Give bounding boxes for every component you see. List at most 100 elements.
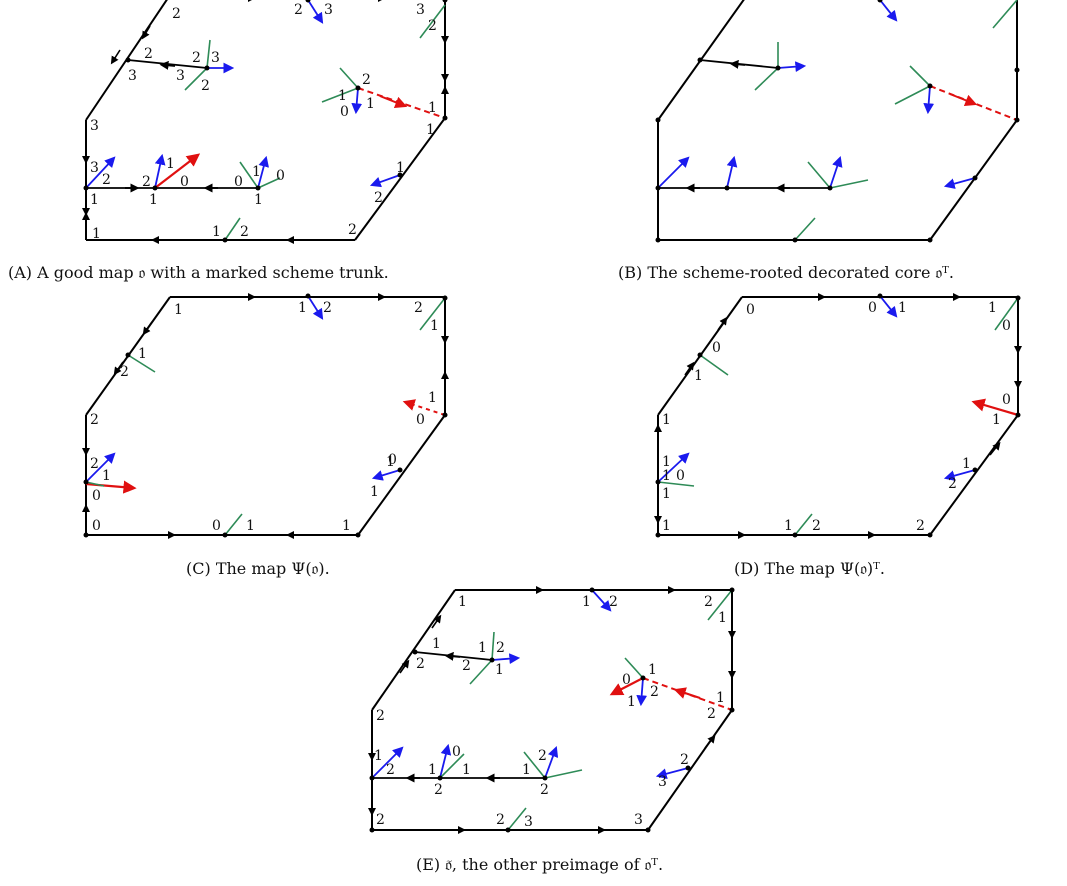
panel-c-red <box>85 399 446 494</box>
label: 1 <box>396 160 405 176</box>
label: 1 <box>784 518 793 534</box>
panel-c: 1 1 2 2 1 1 2 1 0 2 2 1 0 0 1 0 1 0 0 1 … <box>0 0 449 578</box>
label: 2 <box>680 752 689 768</box>
label: 1 <box>458 594 467 610</box>
label: 1 <box>495 662 504 678</box>
label: 1 <box>246 518 255 534</box>
panel-a: 2 2 3 3 2 2 3 3 2 3 2 1 0 1 2 1 3 3 2 1 … <box>8 0 449 282</box>
label: 1 <box>426 122 435 138</box>
panel-b-blue-stems <box>657 0 976 189</box>
label: 0 <box>212 518 221 534</box>
panel-c-green <box>85 297 446 536</box>
label: 1 <box>988 300 997 316</box>
label: 3 <box>90 160 99 176</box>
label: 2 <box>386 762 395 778</box>
label: 2 <box>192 50 201 66</box>
label: 2 <box>540 782 549 798</box>
label: 2 <box>376 812 385 828</box>
label: 3 <box>634 812 643 828</box>
label: 1 <box>662 412 671 428</box>
label: 2 <box>294 2 303 18</box>
panel-b-nodes <box>655 0 1020 243</box>
label: 2 <box>90 456 99 472</box>
panel-c-blue-stems <box>85 295 401 483</box>
panel-d-labels: 0 0 1 1 0 0 1 0 0 1 1 1 1 0 1 1 2 1 1 2 … <box>0 0 1011 534</box>
label: 1 <box>370 484 379 500</box>
label: 1 <box>212 224 221 240</box>
label: 1 <box>298 300 307 316</box>
label: 2 <box>812 518 821 534</box>
label: 2 <box>496 812 505 828</box>
label: 2 <box>201 78 210 94</box>
label: 2 <box>609 594 618 610</box>
label: 0 <box>180 174 189 190</box>
panel-e-red <box>609 677 733 711</box>
label: 0 <box>388 452 397 468</box>
panel-b: (B) The scheme-rooted decorated core 𝔬ᵀ. <box>618 0 1020 282</box>
label: 2 <box>916 518 925 534</box>
label: 2 <box>172 6 181 22</box>
label: 1 <box>432 636 441 652</box>
panel-a-blue-stems <box>85 0 401 189</box>
panel-e-blue-stems <box>371 589 689 779</box>
label: 1 <box>138 346 147 362</box>
label: 1 <box>174 302 183 318</box>
label: 3 <box>176 68 185 84</box>
label: 0 <box>676 468 685 484</box>
label: 1 <box>962 456 971 472</box>
panel-d-outline <box>657 296 1019 536</box>
label: 2 <box>538 748 547 764</box>
label: 1 <box>898 300 907 316</box>
label: 0 <box>234 174 243 190</box>
label: 3 <box>90 118 99 134</box>
label: 1 <box>694 368 703 384</box>
label: 1 <box>92 226 101 242</box>
panel-d-green <box>657 297 1019 536</box>
panel-e-labels: 1 1 2 2 1 1 2 1 2 1 2 1 1 0 1 2 1 2 2 1 … <box>0 0 727 830</box>
label: 2 <box>374 190 383 206</box>
label: 2 <box>650 684 659 700</box>
panel-b-outline <box>657 0 1018 241</box>
panel-e-outline <box>371 589 733 831</box>
panel-c-labels: 1 1 2 2 1 1 2 1 0 2 2 1 0 0 1 0 1 0 0 1 … <box>0 0 439 534</box>
panel-d: 0 0 1 1 0 0 1 0 0 1 1 1 1 0 1 1 2 1 1 2 … <box>0 0 1022 578</box>
label: 1 <box>430 318 439 334</box>
panel-a-nodes <box>83 0 448 243</box>
panel-b-green <box>754 0 1018 241</box>
label: 0 <box>0 0 9 4</box>
label: 1 <box>627 694 636 710</box>
label: 1 <box>252 164 261 180</box>
label: 1 <box>149 192 158 208</box>
label: 1 <box>342 518 351 534</box>
label: 0 <box>416 412 425 428</box>
label: 1 <box>254 192 263 208</box>
label: 1 <box>428 100 437 116</box>
label: 0 <box>868 300 877 316</box>
label: 1 <box>522 762 531 778</box>
panel-b-caption: (B) The scheme-rooted decorated core 𝔬ᵀ. <box>618 263 954 282</box>
label: 2 <box>428 18 437 34</box>
label: 1 <box>648 662 657 678</box>
panel-d-nodes <box>655 293 1021 538</box>
label: 0 <box>0 0 9 4</box>
label: 1 <box>166 156 175 172</box>
panel-a-caption: (A) A good map 𝔬 with a marked scheme tr… <box>8 263 389 282</box>
label: 1 <box>338 88 347 104</box>
label: 3 <box>211 50 220 66</box>
panel-b-red <box>929 85 1018 121</box>
panel-d-caption: (D) The map Ψ(𝔬)ᵀ. <box>734 559 885 578</box>
panel-a-red <box>154 87 446 189</box>
label: 1 <box>374 748 383 764</box>
panel-d-blue-stems <box>657 295 976 483</box>
label: 1 <box>478 640 487 656</box>
label: 1 <box>0 0 9 4</box>
panel-c-edge-arrows <box>82 293 449 539</box>
panel-c-outline <box>85 296 446 536</box>
label: 1 <box>428 762 437 778</box>
label: 2 <box>142 174 151 190</box>
panel-a-trunk <box>86 59 258 193</box>
panel-c-nodes <box>83 293 448 538</box>
label: 0 <box>340 104 349 120</box>
panel-e-trunk <box>372 651 545 783</box>
